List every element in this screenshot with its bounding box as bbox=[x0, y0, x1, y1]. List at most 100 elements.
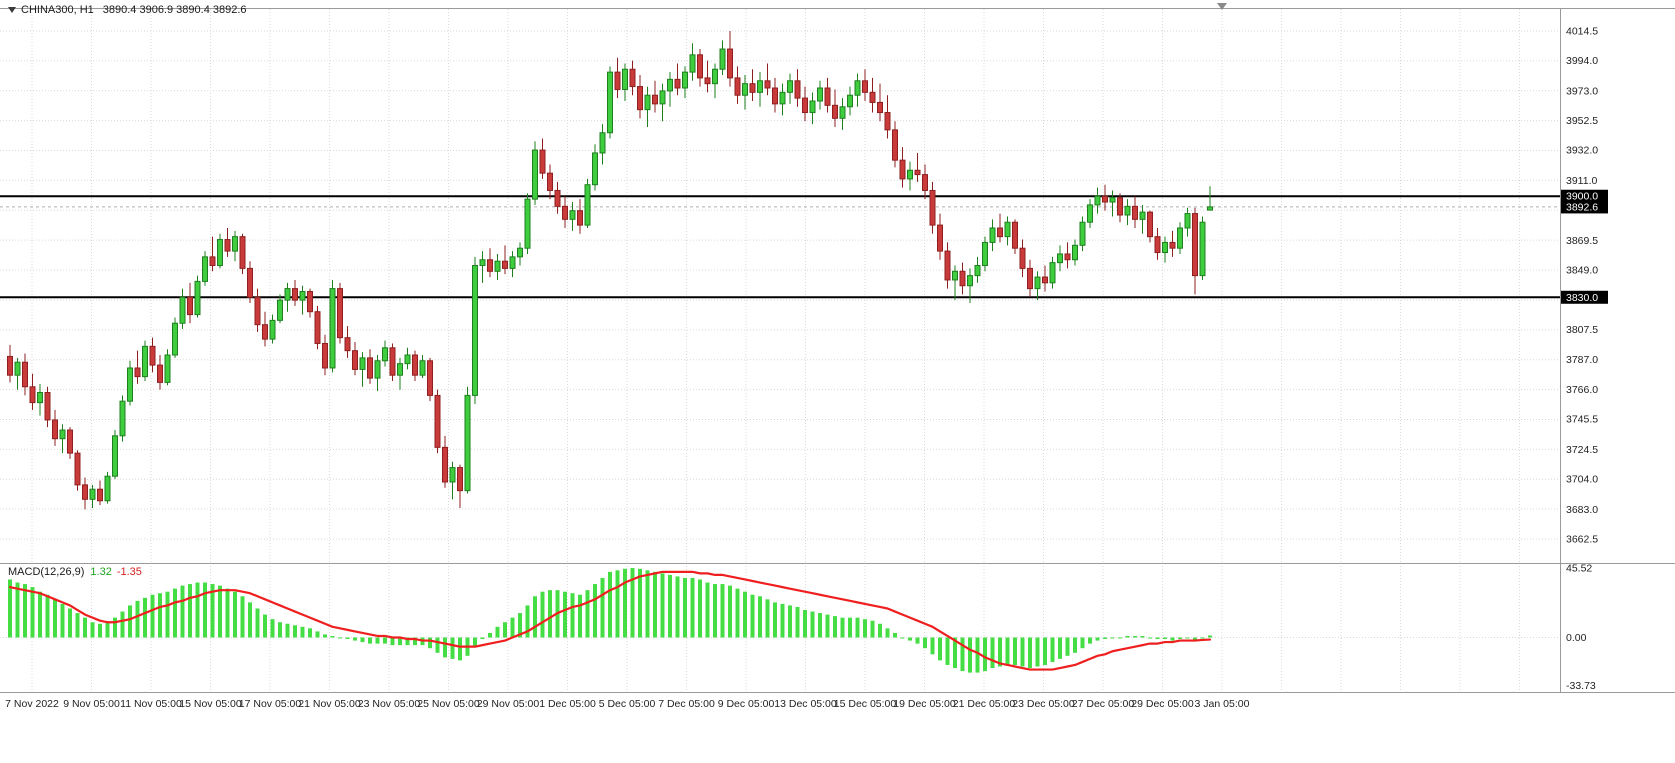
candles-layer[interactable] bbox=[7, 31, 1213, 510]
candle-body bbox=[592, 152, 598, 186]
candle-body bbox=[614, 71, 621, 90]
macd-histogram-bar bbox=[368, 637, 372, 644]
macd-histogram-bar bbox=[1155, 637, 1160, 640]
candle-body bbox=[509, 256, 516, 269]
macd-signal-line bbox=[8, 570, 1212, 671]
candle-body bbox=[652, 94, 658, 105]
macd-histogram-bar bbox=[1163, 637, 1167, 640]
candle-body bbox=[359, 357, 366, 370]
candle-body bbox=[299, 290, 306, 301]
candle-body bbox=[397, 363, 403, 376]
macd-histogram-bar bbox=[608, 571, 612, 638]
macd-histogram-bar bbox=[1118, 637, 1122, 639]
candle-body bbox=[607, 71, 613, 134]
macd-histogram-bar bbox=[908, 637, 912, 641]
macd-pane[interactable] bbox=[8, 568, 1212, 673]
macd-histogram-bar bbox=[1073, 637, 1077, 653]
candle-body bbox=[689, 54, 696, 73]
macd-histogram-bar bbox=[23, 584, 27, 638]
macd-histogram-bar bbox=[645, 570, 650, 638]
macd-histogram-bar bbox=[540, 591, 545, 638]
candle-body bbox=[449, 467, 456, 483]
macd-histogram-bar bbox=[120, 611, 125, 638]
macd-axis[interactable]: 45.52 0.00 -33.73 bbox=[1566, 563, 1596, 693]
time-axis-label: 7 Nov 2022 bbox=[5, 698, 59, 710]
macd-histogram-bar bbox=[165, 591, 170, 638]
macd-histogram-bar bbox=[135, 600, 140, 638]
candle-body bbox=[914, 169, 921, 176]
candle-body bbox=[1049, 262, 1056, 284]
candle-body bbox=[727, 48, 733, 79]
macd-histogram-bar bbox=[360, 637, 365, 643]
symbol-ohlc-values: 3890.4 3906.9 3890.4 3892.6 bbox=[102, 4, 247, 16]
candle-body bbox=[982, 241, 988, 267]
macd-histogram-bar bbox=[1140, 635, 1145, 638]
symbol-dropdown-icon[interactable] bbox=[8, 7, 16, 13]
macd-histogram-bar bbox=[840, 617, 845, 638]
candle-body bbox=[1027, 267, 1033, 290]
macd-histogram-bar bbox=[203, 582, 207, 638]
candle-body bbox=[839, 106, 846, 119]
symbol-info[interactable]: CHINA300, H1 3890.4 3906.9 3890.4 3892.6 bbox=[8, 4, 247, 16]
macd-histogram-bar bbox=[893, 632, 897, 638]
candle-body bbox=[554, 189, 561, 207]
price-axis-label: 3869.5 bbox=[1566, 235, 1598, 247]
candle-body bbox=[907, 169, 913, 180]
macd-histogram-bar bbox=[660, 573, 665, 638]
macd-histogram-bar bbox=[885, 628, 890, 638]
candle-body bbox=[67, 429, 73, 454]
pane-separators bbox=[0, 3, 1675, 693]
macd-histogram-bar bbox=[293, 625, 297, 638]
macd-axis-label: -33.73 bbox=[1566, 680, 1596, 692]
macd-histogram-bar bbox=[150, 594, 155, 638]
candle-body bbox=[52, 419, 58, 440]
candle-body bbox=[119, 400, 126, 437]
candle-body bbox=[74, 452, 81, 486]
macd-histogram-bar bbox=[780, 603, 785, 638]
time-axis-label: 21 Nov 05:00 bbox=[298, 698, 361, 710]
macd-histogram-bar bbox=[878, 623, 882, 638]
time-axis-label: 15 Dec 05:00 bbox=[834, 698, 897, 710]
macd-histogram-bar bbox=[803, 610, 807, 638]
price-axis-label: 4014.5 bbox=[1566, 26, 1598, 38]
candle-body bbox=[974, 265, 981, 277]
candle-body bbox=[877, 101, 883, 114]
bar-shift-marker-icon[interactable] bbox=[1217, 3, 1227, 10]
macd-histogram-bar bbox=[1193, 637, 1197, 641]
price-axis-label: 3662.5 bbox=[1566, 534, 1598, 546]
candle-body bbox=[404, 354, 411, 365]
macd-histogram-bar bbox=[915, 637, 920, 644]
macd-histogram-bar bbox=[338, 637, 342, 639]
price-axis-label: 3849.0 bbox=[1566, 264, 1598, 276]
price-axis[interactable]: 4014.5 3994.0 3973.0 3952.5 3932.0 3911.0 3869… bbox=[1561, 26, 1608, 546]
price-badge bbox=[1561, 290, 1608, 304]
candle-body bbox=[382, 347, 388, 362]
macd-histogram-bar bbox=[683, 577, 687, 638]
candle-body bbox=[247, 267, 253, 298]
candle-body bbox=[1117, 197, 1123, 216]
macd-histogram-bar bbox=[900, 637, 905, 639]
grid bbox=[0, 9, 1560, 690]
candle-body bbox=[464, 394, 471, 492]
macd-histogram-bar bbox=[945, 637, 950, 665]
macd-histogram-bar bbox=[1013, 637, 1017, 665]
candle-body bbox=[7, 355, 13, 376]
candle-body bbox=[307, 290, 313, 313]
macd-histogram-bar bbox=[15, 582, 20, 638]
macd-histogram-bar bbox=[255, 608, 260, 638]
macd-histogram-bar bbox=[113, 617, 117, 638]
candle-body bbox=[1087, 204, 1093, 223]
macd-histogram-bar bbox=[405, 637, 410, 646]
candle-body bbox=[832, 104, 838, 119]
candle-body bbox=[1154, 236, 1161, 254]
candle-body bbox=[569, 210, 576, 220]
candle-body bbox=[802, 97, 808, 114]
candle-body bbox=[899, 159, 906, 180]
price-axis-label: 3704.0 bbox=[1566, 474, 1598, 486]
time-axis-label: 1 Dec 05:00 bbox=[539, 698, 596, 710]
candle-body bbox=[562, 205, 568, 220]
macd-histogram-bar bbox=[285, 623, 290, 638]
candle-body bbox=[269, 319, 276, 340]
